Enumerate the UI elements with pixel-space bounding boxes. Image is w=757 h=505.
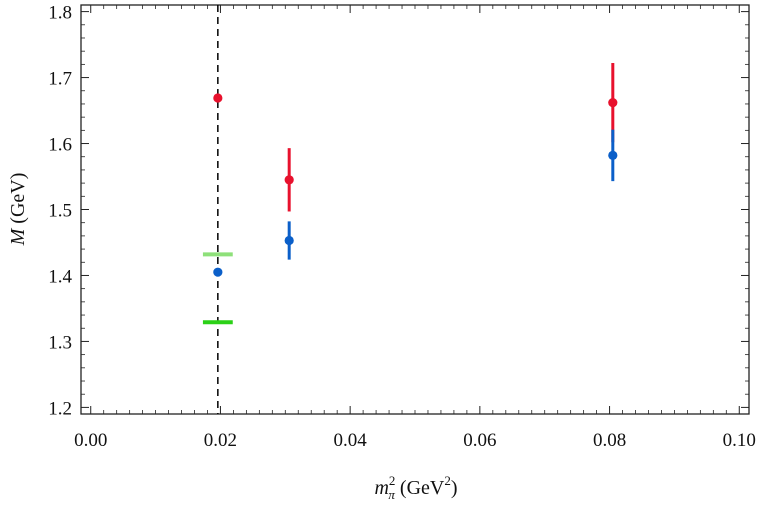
x-tick-label: 0.06 [463,430,496,451]
blue-data-point [608,150,618,161]
y-tick-label: 1.2 [48,398,72,419]
x-tick-label: 0.08 [593,430,626,451]
y-tick-label: 1.8 [48,3,72,24]
y-axis-unit: (GeV) [7,173,29,229]
plot-frame [80,4,750,415]
x-axis-var: m [374,477,388,499]
ticks: 0.00 0.02 0.04 0.06 0.08 0.10 1.2 1.3 1.4 1.5 1.6 1… [48,3,756,451]
x-axis-unit-open: (GeV [395,477,445,499]
blue-data-point [213,267,223,277]
x-tick-label: 0.04 [334,430,368,451]
red-data-point [213,93,223,103]
x-tick-label: 0.00 [74,430,107,451]
red-data-point [284,175,294,185]
x-tick-label: 0.02 [204,430,237,451]
y-axis-label: M (GeV) [7,173,29,247]
red-data-point [608,98,618,108]
x-axis-unit-close: ) [451,477,458,499]
x-axis-var-sub: π [388,487,395,502]
y-tick-label: 1.3 [48,332,72,353]
y-tick-label: 1.6 [48,135,72,156]
blue-data-point [284,235,294,246]
x-axis-unit-sup: 2 [444,473,451,488]
reference-levels [202,252,233,325]
series-group [213,63,618,277]
y-tick-label: 1.5 [48,201,72,222]
x-tick-label: 0.10 [723,430,756,451]
y-tick-label: 1.4 [48,266,72,287]
x-axis-var-sup: 2 [389,473,396,488]
y-tick-label: 1.7 [48,69,72,90]
x-axis-label: m2 π (GeV2) [374,473,457,502]
y-axis-var: M [7,227,29,246]
